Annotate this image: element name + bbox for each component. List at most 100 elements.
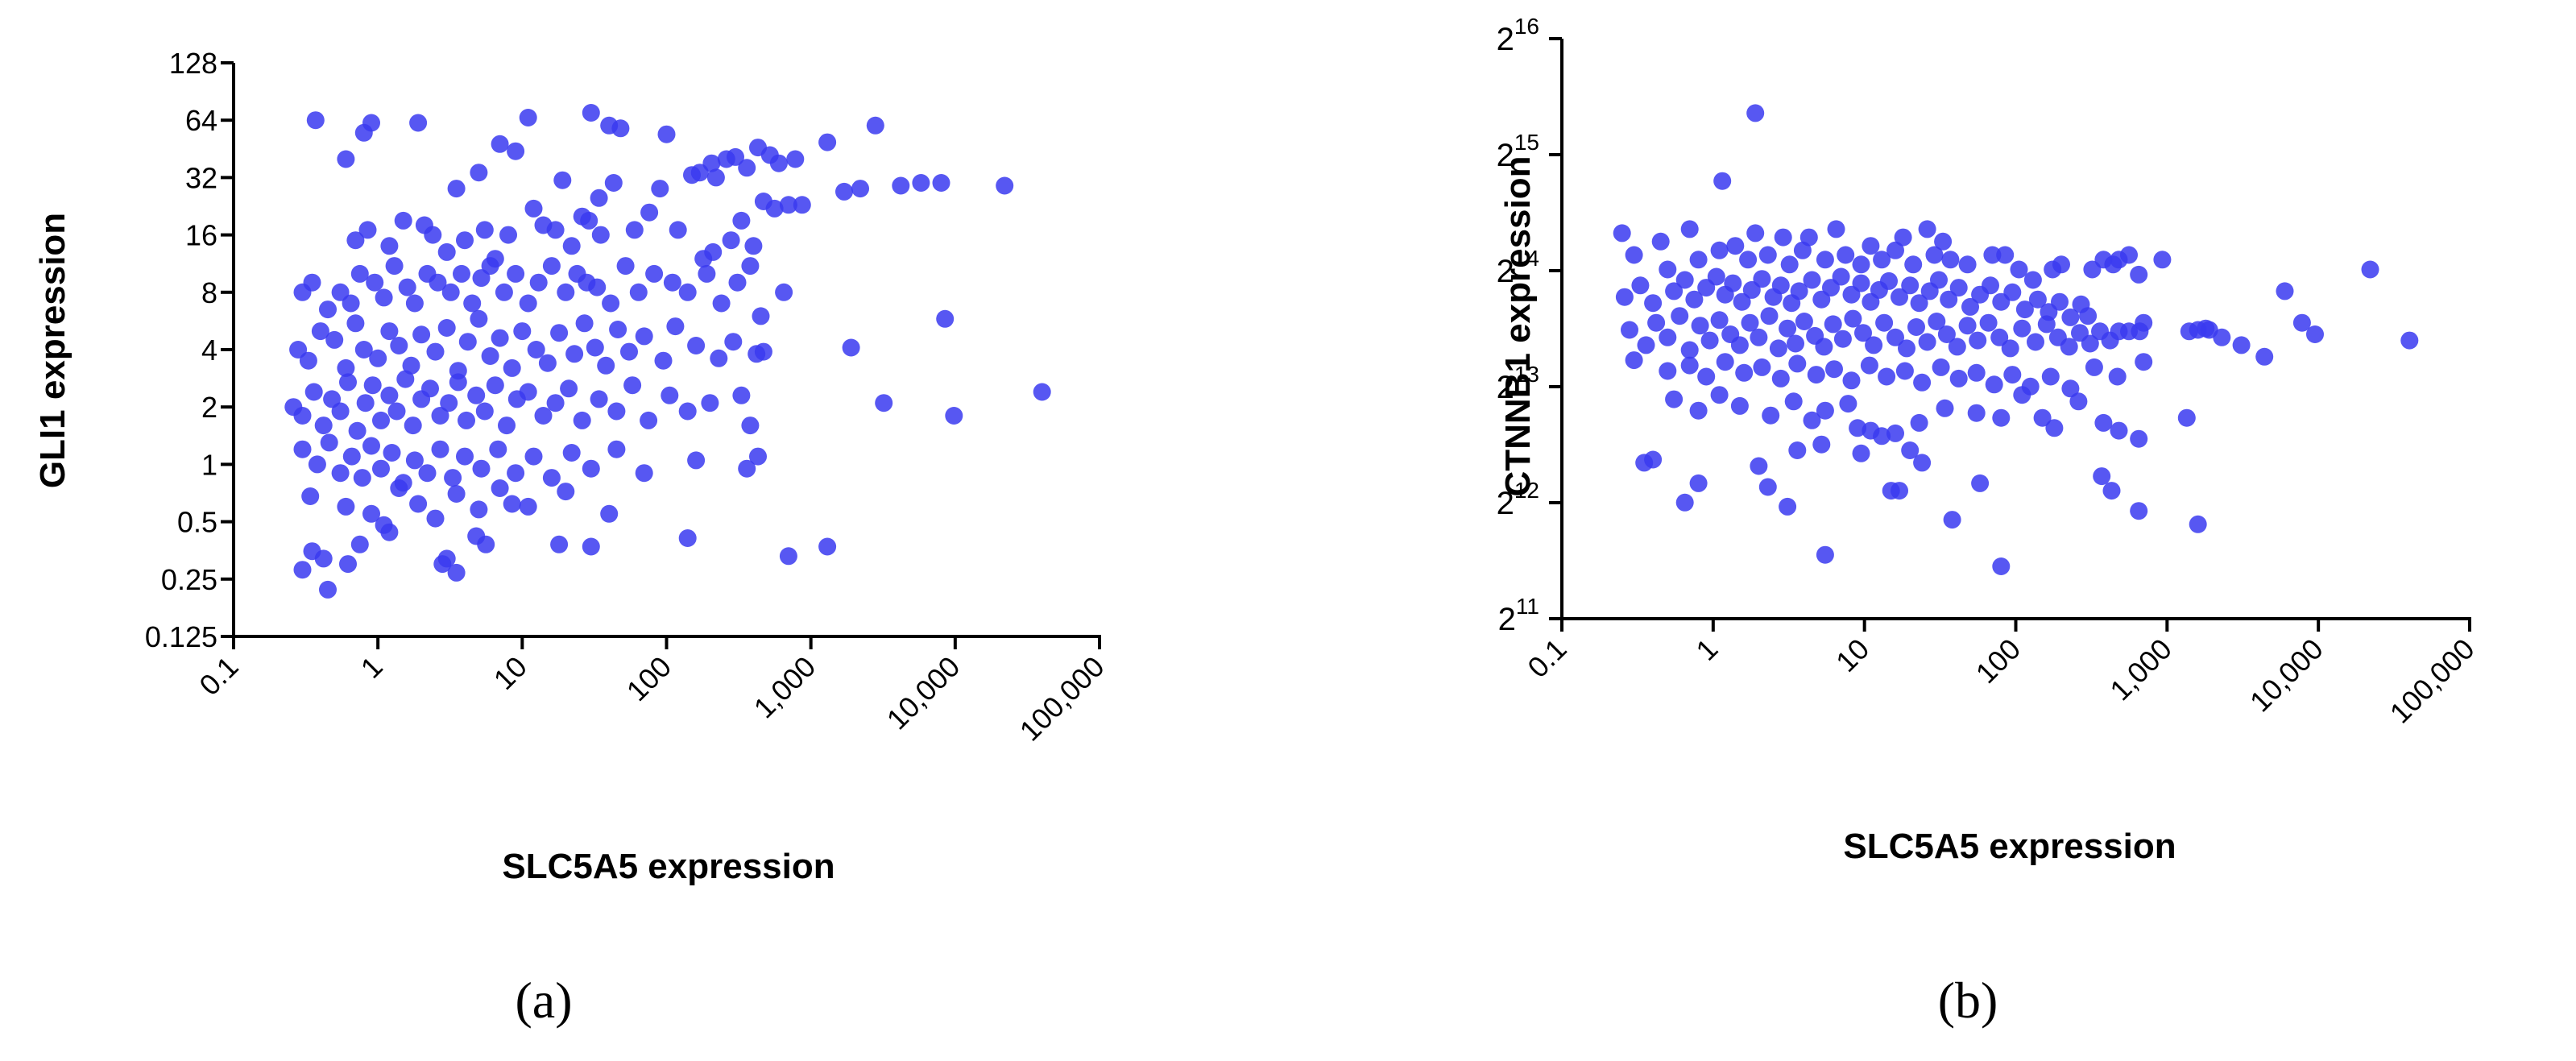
b-scatter-point <box>1865 336 1883 354</box>
b-scatter-point <box>1741 313 1759 332</box>
b-scatter-point <box>1659 260 1677 279</box>
b-scatter-point <box>1691 317 1709 335</box>
a-x-tick-label: 100,000 <box>1013 650 1111 748</box>
b-scatter-point <box>1700 331 1719 350</box>
b-scatter-point <box>1651 232 1670 251</box>
b-scatter-point <box>1730 336 1749 354</box>
a-scatter-point <box>456 447 474 466</box>
b-scatter-point <box>1852 444 1870 462</box>
a-scatter-point <box>385 257 404 276</box>
b-scatter-point <box>1886 241 1904 259</box>
a-scatter-point <box>472 459 491 478</box>
a-scatter-point <box>623 376 642 395</box>
a-scatter-point <box>611 119 630 138</box>
b-scatter-point <box>1758 246 1777 264</box>
a-scatter-point <box>625 221 644 239</box>
b-x-tick-label: 10,000 <box>2243 632 2330 719</box>
a-scatter-point <box>580 211 598 230</box>
a-scatter-point <box>491 135 509 153</box>
b-scatter-point <box>1780 255 1799 274</box>
a-scatter-point <box>380 523 399 541</box>
a-scatter-point <box>722 231 740 250</box>
panel-a-plot-area: 0.1 1 10 100 1,000 10,000 100,000 0.125 0.25 0.5 1… <box>145 47 1111 748</box>
b-scatter-point <box>1839 395 1857 413</box>
b-scatter-point <box>2292 313 2311 332</box>
b-scatter-point <box>1788 354 1807 373</box>
a-scatter-point <box>550 535 569 553</box>
a-scatter-point <box>429 273 447 292</box>
a-scatter-point <box>453 264 470 283</box>
a-scatter-point <box>331 402 350 421</box>
b-scatter-point <box>2232 336 2251 354</box>
panel-b-y-axis-title: CTNNB1 expression <box>1498 155 1538 496</box>
a-scatter-point <box>744 237 763 255</box>
b-y-tick-label: 216 <box>1497 14 1539 57</box>
b-scatter-point <box>1971 474 1990 492</box>
a-scatter-point <box>363 376 382 395</box>
a-scatter-point <box>912 174 930 192</box>
b-scatter-point <box>1665 390 1684 408</box>
a-scatter-point <box>702 154 721 172</box>
b-scatter-point <box>1771 369 1790 388</box>
b-scatter-point <box>2003 366 2022 384</box>
a-scatter-point <box>687 451 706 470</box>
a-scatter-point <box>311 322 329 341</box>
b-scatter-point <box>2110 421 2128 440</box>
b-scatter-point <box>1787 334 1804 353</box>
a-scatter-point <box>609 321 627 338</box>
b-x-tick-label: 100,000 <box>2383 632 2481 730</box>
b-scatter-point <box>2003 283 2022 301</box>
a-scatter-point <box>875 394 893 412</box>
a-scatter-point <box>604 174 623 192</box>
a-scatter-point <box>421 379 439 398</box>
a-scatter-point <box>369 349 387 367</box>
a-scatter-point <box>562 444 581 462</box>
a-scatter-point <box>779 547 797 566</box>
b-scatter-point <box>1788 441 1807 459</box>
a-scatter-point <box>477 535 495 553</box>
a-scatter-point <box>607 402 626 421</box>
a-scatter-point <box>380 386 399 404</box>
panel-b-label: (b) <box>1938 972 1998 1029</box>
b-scatter-point <box>2081 334 2099 353</box>
a-scatter-point <box>738 459 756 478</box>
b-scatter-point <box>1724 274 1742 292</box>
a-scatter-point <box>932 174 950 192</box>
a-scatter-point <box>293 407 312 425</box>
b-scatter-point <box>1943 511 1961 529</box>
b-scatter-point <box>1750 328 1768 346</box>
b-scatter-point <box>1969 331 1987 350</box>
b-scatter-point <box>2130 502 2148 520</box>
b-scatter-point <box>1860 356 1878 375</box>
a-scatter-point <box>303 273 321 292</box>
a-scatter-point <box>447 485 466 503</box>
a-scatter-point <box>337 497 355 516</box>
b-scatter-point <box>1904 255 1923 274</box>
b-scatter-point <box>2023 271 2042 289</box>
b-scatter-point <box>1895 362 1914 380</box>
b-scatter-point <box>2001 339 2019 358</box>
a-scatter-point <box>366 273 384 292</box>
panel-b-x-axis-title: SLC5A5 expression <box>1843 827 2176 866</box>
a-scatter-point <box>362 437 380 455</box>
a-scatter-point <box>426 509 445 528</box>
b-scatter-point <box>2130 429 2148 448</box>
b-scatter-point <box>2069 392 2088 411</box>
a-scatter-point <box>380 237 399 255</box>
a-scatter-point <box>440 394 458 412</box>
a-scatter-point <box>507 464 525 483</box>
b-scatter-point <box>1854 324 1872 342</box>
a-scatter-point <box>404 417 422 435</box>
b-x-tick-label: 10 <box>1829 632 1875 678</box>
b-scatter-point <box>1771 276 1790 295</box>
b-scatter-point <box>1833 329 1852 348</box>
a-scatter-point <box>503 495 521 513</box>
panel-a-x-axis-title: SLC5A5 expression <box>502 847 835 886</box>
a-scatter-point <box>1033 383 1051 401</box>
a-scatter-point <box>337 150 355 168</box>
a-scatter-point <box>550 324 569 342</box>
b-x-tick-label: 1,000 <box>2103 632 2178 707</box>
a-scatter-point <box>308 455 326 474</box>
panel-b-plot-area: 0.1 1 10 100 1,000 10,000 100,000 211 212 213 214 2… <box>1497 14 2481 730</box>
